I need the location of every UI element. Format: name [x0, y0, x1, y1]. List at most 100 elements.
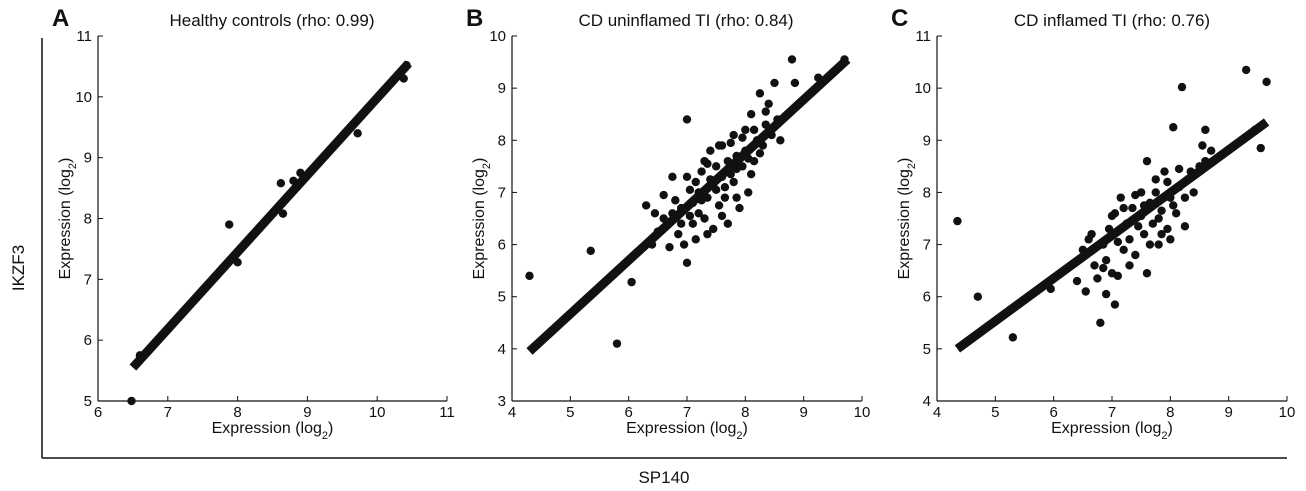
data-point [1180, 193, 1190, 202]
data-point [1142, 269, 1152, 278]
data-point [679, 240, 689, 249]
y-tick-label: 9 [84, 150, 92, 167]
data-point [1142, 156, 1152, 166]
data-point [1008, 333, 1018, 342]
data-point [1163, 224, 1172, 234]
regression-line [954, 118, 1270, 353]
data-point [278, 209, 288, 218]
data-point [1157, 206, 1166, 215]
data-point [1177, 82, 1187, 92]
data-point [709, 224, 718, 234]
x-tick-label: 7 [683, 404, 691, 421]
data-point [1096, 318, 1105, 327]
data-point [720, 183, 730, 192]
x-tick-label: 8 [233, 404, 241, 421]
x-tick-label: 6 [624, 404, 632, 421]
panel-a: A Healthy controls (rho: 0.99)6 7 8 9 10 11567… [52, 5, 455, 442]
data-point [691, 235, 700, 244]
y-tick-label: 10 [75, 89, 92, 106]
data-point [674, 229, 683, 239]
data-point [729, 130, 738, 140]
data-point [1145, 240, 1155, 249]
data-point [525, 271, 534, 281]
data-point [1134, 222, 1143, 231]
y-tick-label: 8 [923, 184, 931, 201]
data-point [676, 219, 686, 228]
panel-title: Healthy controls (rho: 0.99) [169, 11, 374, 30]
y-tick-label: 6 [498, 237, 506, 254]
panel-b: B CD uninflamed TI (rho: 0.84)4 5 6 7 8 9 10345… [466, 5, 870, 442]
x-tick-label: 10 [854, 404, 871, 421]
y-tick-label: 11 [915, 28, 931, 45]
data-point [1113, 237, 1123, 247]
data-point [1169, 201, 1178, 210]
data-point [738, 133, 747, 142]
y-axis-label: Expression (log2) [471, 158, 493, 280]
panel-title: CD uninflamed TI (rho: 0.84) [578, 11, 793, 30]
data-point [1163, 177, 1172, 187]
y-tick-label: 8 [84, 211, 92, 228]
data-point [741, 125, 750, 135]
data-point [749, 125, 759, 135]
panel-c: C CD inflamed TI (rho: 0.76) 4 5 6 7 8 9 10 4 5 6 7 8… [891, 5, 1295, 442]
data-point [1160, 167, 1169, 176]
x-axis-label: Expression (log2) [212, 420, 334, 442]
data-point [1081, 287, 1090, 296]
data-point [1180, 222, 1190, 231]
data-point [627, 277, 636, 287]
x-tick-label: 4 [508, 404, 516, 421]
data-point [755, 89, 765, 98]
data-point [1101, 256, 1111, 265]
data-point [717, 211, 727, 221]
data-point [1125, 235, 1134, 244]
data-point [276, 179, 286, 188]
data-point [1169, 123, 1178, 132]
y-tick-label: 6 [84, 332, 92, 349]
x-tick-label: 5 [991, 404, 999, 421]
data-point [1113, 271, 1123, 281]
y-tick-label: 7 [923, 237, 931, 254]
data-point [671, 196, 680, 205]
y-tick-label: 7 [84, 271, 92, 288]
data-point [697, 167, 706, 176]
data-point [1119, 245, 1128, 254]
x-tick-label: 10 [1279, 404, 1296, 421]
data-point [1198, 141, 1207, 150]
x-tick-label: 4 [933, 404, 941, 421]
panel-letter: B [466, 5, 483, 32]
data-point [720, 193, 730, 202]
data-point [703, 229, 712, 239]
data-point [685, 211, 695, 221]
data-point [1131, 190, 1140, 200]
data-point [586, 246, 595, 256]
x-tick-label: 9 [799, 404, 807, 421]
data-point [703, 159, 712, 168]
data-point [1151, 188, 1160, 197]
data-point [612, 339, 622, 348]
data-point [1072, 276, 1082, 286]
data-point [1189, 188, 1198, 197]
y-tick-label: 9 [923, 132, 931, 149]
data-point [127, 396, 136, 406]
data-point [682, 258, 692, 268]
data-point [1171, 209, 1181, 218]
data-point [714, 141, 724, 150]
data-point [1157, 229, 1166, 239]
y-tick-label: 10 [914, 80, 931, 97]
data-point [1148, 219, 1158, 228]
panel-letter: A [52, 5, 69, 32]
y-tick-label: 10 [489, 28, 506, 45]
data-point [1206, 146, 1216, 155]
data-point [787, 55, 797, 64]
data-point [761, 107, 770, 116]
x-axis-label: Expression (log2) [1051, 420, 1173, 442]
data-point [1131, 250, 1140, 260]
data-point [665, 242, 674, 252]
data-point [790, 78, 800, 88]
y-tick-label: 4 [923, 393, 931, 410]
data-point [659, 190, 668, 200]
data-point [1139, 229, 1149, 239]
y-tick-label: 5 [923, 341, 931, 358]
data-point [1116, 193, 1125, 202]
